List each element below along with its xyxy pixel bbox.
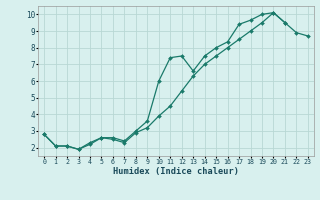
X-axis label: Humidex (Indice chaleur): Humidex (Indice chaleur) [113,167,239,176]
